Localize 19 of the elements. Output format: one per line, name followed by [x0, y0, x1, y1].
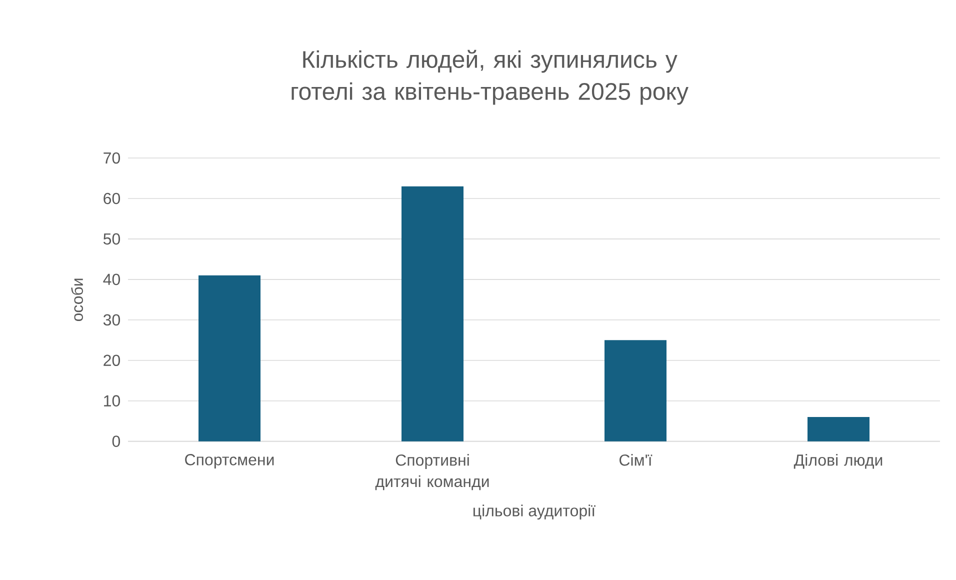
x-tick-label: Ділові люди: [794, 454, 882, 469]
chart-title: Кількість людей, які зупинялись у готелі за квітень-травень 2025 року: [292, 50, 688, 105]
y-axis-title: особи: [71, 278, 83, 322]
x-tick-label: Сім'ї: [620, 454, 652, 466]
y-tick-label: 60: [104, 192, 120, 204]
y-tick-label: 70: [104, 152, 120, 164]
y-tick-label: 30: [103, 314, 120, 326]
x-tick-label: Спортсмени: [185, 454, 274, 469]
bar: [604, 340, 667, 442]
bar: [808, 417, 870, 442]
bar: [198, 275, 261, 442]
y-tick-label: 10: [104, 395, 120, 406]
y-tick-label: 20: [104, 354, 120, 366]
x-axis-title: цільові аудиторії: [474, 504, 596, 520]
y-tick-label: 40: [103, 274, 120, 286]
y-tick-label: 50: [103, 233, 120, 245]
x-tick-label: Спортивні дитячі команди: [375, 454, 489, 490]
bar: [402, 186, 464, 442]
y-tick-label: 0: [112, 436, 120, 447]
